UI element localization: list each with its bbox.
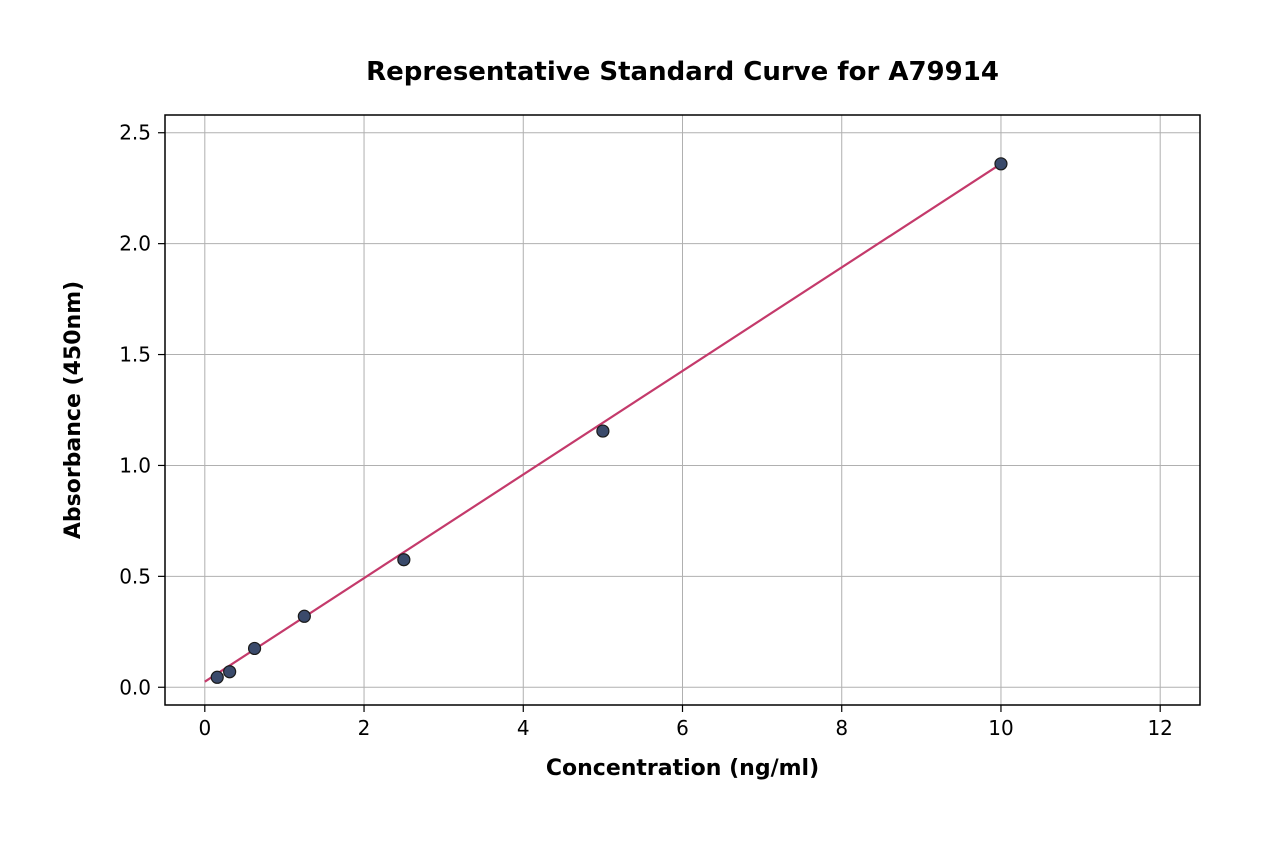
x-tick-label: 0 bbox=[198, 716, 211, 740]
y-tick-label: 1.0 bbox=[119, 453, 151, 477]
x-tick-label: 6 bbox=[676, 716, 689, 740]
data-point bbox=[597, 425, 609, 437]
data-point bbox=[224, 666, 236, 678]
x-tick-label: 2 bbox=[358, 716, 371, 740]
x-tick-label: 4 bbox=[517, 716, 530, 740]
data-point bbox=[249, 642, 261, 654]
standard-curve-chart: 0 2 4 6 8 10 12 0.0 0.5 1.0 1.5 2.0 2.5 Representat… bbox=[0, 0, 1280, 845]
y-tick-label: 1.5 bbox=[119, 343, 151, 367]
x-tick-label: 8 bbox=[835, 716, 848, 740]
y-axis-label: Absorbance (450nm) bbox=[61, 281, 86, 539]
x-tick-label: 10 bbox=[988, 716, 1013, 740]
y-tick-label: 2.0 bbox=[119, 232, 151, 256]
data-point bbox=[211, 671, 223, 683]
x-tick-label: 12 bbox=[1147, 716, 1172, 740]
data-point bbox=[995, 158, 1007, 170]
chart-title: Representative Standard Curve for A79914 bbox=[366, 57, 999, 87]
x-axis-label: Concentration (ng/ml) bbox=[546, 756, 819, 781]
y-tick-label: 0.0 bbox=[119, 675, 151, 699]
data-point bbox=[398, 554, 410, 566]
y-tick-label: 2.5 bbox=[119, 121, 151, 145]
y-tick-label: 0.5 bbox=[119, 564, 151, 588]
data-point bbox=[298, 610, 310, 622]
